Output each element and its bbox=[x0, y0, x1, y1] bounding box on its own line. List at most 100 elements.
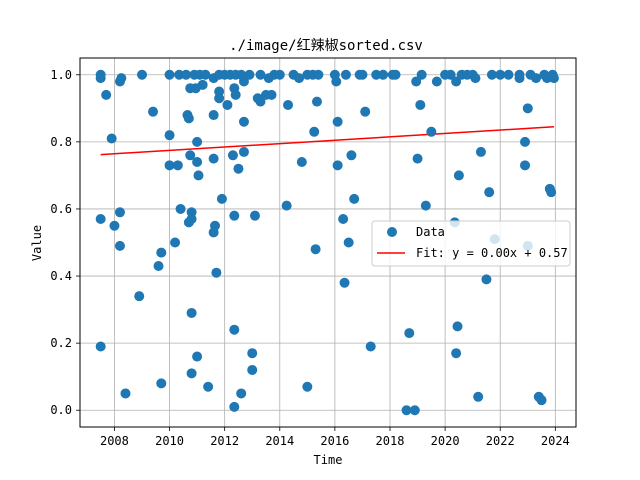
data-point bbox=[95, 214, 106, 225]
data-point bbox=[148, 106, 159, 117]
legend-label-data: Data bbox=[416, 225, 445, 239]
data-point bbox=[426, 126, 437, 137]
data-point bbox=[229, 324, 240, 335]
data-point bbox=[156, 378, 167, 389]
data-point bbox=[481, 274, 492, 285]
data-point bbox=[247, 364, 258, 375]
data-point bbox=[531, 73, 542, 84]
data-point bbox=[114, 240, 125, 251]
y-axis-label: Value bbox=[30, 225, 44, 261]
x-tick-label: 2022 bbox=[486, 434, 515, 448]
data-point bbox=[415, 99, 426, 110]
data-point bbox=[255, 96, 266, 107]
data-point bbox=[255, 69, 266, 80]
y-tick-label: 1.0 bbox=[50, 68, 72, 82]
x-tick-label: 2024 bbox=[541, 434, 570, 448]
data-point bbox=[101, 89, 112, 100]
data-point bbox=[331, 76, 342, 87]
data-point bbox=[412, 153, 423, 164]
data-point bbox=[302, 381, 313, 392]
data-point bbox=[332, 160, 343, 171]
data-point bbox=[522, 103, 533, 114]
data-point bbox=[311, 96, 322, 107]
data-point bbox=[236, 388, 247, 399]
data-point bbox=[520, 160, 531, 171]
data-point bbox=[409, 405, 420, 416]
legend-label-fit: Fit: y = 0.00x + 0.57 bbox=[416, 246, 568, 260]
data-point bbox=[486, 69, 497, 80]
data-point bbox=[106, 133, 117, 144]
data-point bbox=[174, 69, 185, 80]
data-point bbox=[175, 203, 186, 214]
data-point bbox=[238, 76, 249, 87]
data-point bbox=[520, 136, 531, 147]
data-point bbox=[503, 69, 514, 80]
data-point bbox=[281, 200, 292, 211]
data-point bbox=[170, 237, 181, 248]
data-point bbox=[249, 210, 260, 221]
data-point bbox=[536, 395, 547, 406]
data-point bbox=[192, 351, 203, 362]
data-point bbox=[357, 69, 368, 80]
data-point bbox=[473, 391, 484, 402]
data-point bbox=[266, 89, 277, 100]
data-point bbox=[411, 76, 422, 87]
data-point bbox=[164, 69, 175, 80]
data-point bbox=[193, 170, 204, 181]
data-point bbox=[274, 69, 285, 80]
x-tick-label: 2016 bbox=[320, 434, 349, 448]
data-point bbox=[349, 193, 360, 204]
data-point bbox=[185, 150, 196, 161]
data-point bbox=[208, 153, 219, 164]
data-point bbox=[137, 69, 147, 80]
data-point bbox=[244, 69, 255, 80]
data-point bbox=[401, 405, 412, 416]
data-point bbox=[371, 69, 382, 80]
data-point bbox=[134, 291, 145, 302]
x-tick-label: 2014 bbox=[265, 434, 294, 448]
y-axis-ticks: 0.0 0.2 0.4 0.6 0.8 1.0 bbox=[50, 68, 80, 417]
data-point bbox=[116, 73, 127, 84]
data-point bbox=[197, 79, 208, 90]
data-point bbox=[546, 187, 557, 198]
data-point bbox=[346, 150, 357, 161]
y-tick-label: 0.8 bbox=[50, 135, 72, 149]
data-point bbox=[475, 146, 486, 157]
data-point bbox=[416, 69, 427, 80]
data-point bbox=[452, 321, 463, 332]
data-point bbox=[233, 163, 244, 174]
data-point bbox=[153, 260, 164, 271]
x-tick-label: 2010 bbox=[155, 434, 184, 448]
data-point bbox=[238, 146, 249, 157]
fit-line-layer bbox=[100, 126, 555, 156]
data-point bbox=[230, 89, 241, 100]
x-tick-label: 2008 bbox=[100, 434, 129, 448]
data-point bbox=[186, 307, 197, 318]
y-tick-label: 0.0 bbox=[50, 403, 72, 417]
data-point bbox=[208, 227, 219, 238]
data-point bbox=[343, 237, 354, 248]
data-point bbox=[365, 341, 376, 352]
data-point bbox=[420, 200, 431, 211]
data-point bbox=[164, 130, 175, 141]
y-tick-label: 0.4 bbox=[50, 269, 72, 283]
data-point bbox=[95, 73, 106, 84]
data-point bbox=[186, 214, 197, 225]
data-point bbox=[340, 69, 351, 80]
data-point bbox=[404, 328, 415, 339]
data-point bbox=[156, 247, 167, 258]
x-tick-label: 2012 bbox=[210, 434, 239, 448]
data-point bbox=[211, 267, 222, 278]
x-tick-label: 2020 bbox=[431, 434, 460, 448]
x-axis-ticks: 2008 2010 2012 2014 2016 2018 2020 2022 2024 bbox=[100, 427, 570, 448]
data-point bbox=[390, 69, 401, 80]
data-point bbox=[294, 73, 305, 84]
data-point bbox=[378, 69, 389, 80]
data-point bbox=[360, 106, 371, 117]
data-point bbox=[229, 401, 240, 412]
data-point bbox=[495, 69, 506, 80]
y-tick-label: 0.6 bbox=[50, 202, 72, 216]
data-point bbox=[309, 126, 320, 137]
data-point bbox=[203, 381, 214, 392]
